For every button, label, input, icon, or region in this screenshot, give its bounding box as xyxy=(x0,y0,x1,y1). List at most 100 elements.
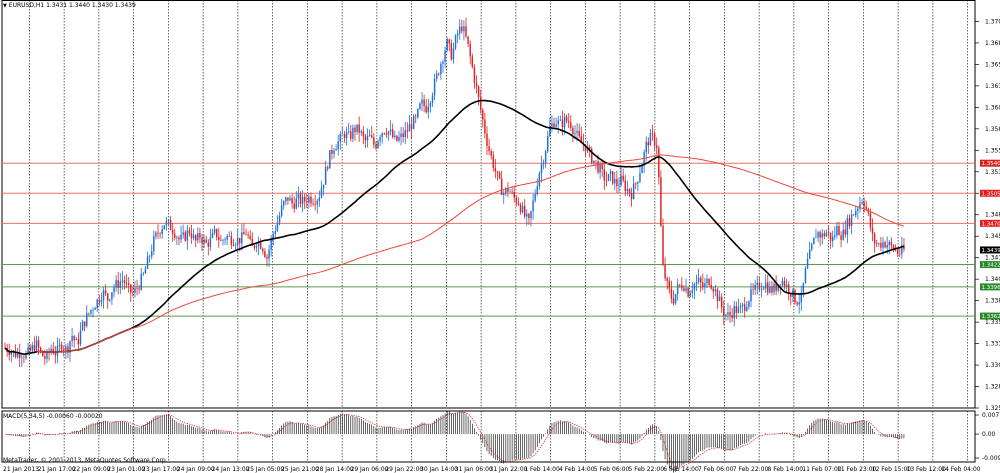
candle-body xyxy=(102,290,105,300)
candle-body xyxy=(752,289,754,290)
candle-body xyxy=(645,141,647,153)
time-axis-label: 28 Jan 14:00 xyxy=(316,466,354,473)
candle-body xyxy=(306,201,308,203)
candle-body xyxy=(192,235,195,238)
candle-body xyxy=(104,290,107,294)
candle-body xyxy=(888,242,891,246)
candle-body xyxy=(140,273,142,290)
candle-body xyxy=(220,240,222,241)
candle-body xyxy=(743,304,746,311)
candle-body xyxy=(559,119,562,121)
candle-body xyxy=(882,242,884,248)
candle-body xyxy=(614,178,616,184)
candle-body xyxy=(880,243,882,248)
candle-body xyxy=(33,345,36,351)
candle-body xyxy=(735,305,738,313)
candle-body xyxy=(245,234,247,236)
candle-body xyxy=(310,196,312,204)
candle-body xyxy=(848,218,851,226)
candle-body xyxy=(733,305,735,319)
candle-body xyxy=(635,183,637,185)
candle-body xyxy=(335,148,337,151)
candle-body xyxy=(536,186,538,195)
candle-body xyxy=(873,233,876,244)
candle-body xyxy=(90,310,92,314)
candle-body xyxy=(423,99,425,106)
candle-body xyxy=(496,171,499,173)
candle-body xyxy=(364,136,367,141)
candle-body xyxy=(56,346,59,356)
candle-body xyxy=(429,102,432,107)
candle-body xyxy=(461,26,463,32)
candle-body xyxy=(714,289,717,292)
candle-body xyxy=(616,178,618,186)
candle-body xyxy=(203,239,205,244)
candle-body xyxy=(171,229,174,234)
candle-body xyxy=(83,321,86,327)
candle-body xyxy=(748,301,750,308)
candle-body xyxy=(767,282,769,293)
price-axis-label: 1.3705 xyxy=(985,18,1000,25)
candle-body xyxy=(324,167,327,185)
candle-body xyxy=(710,284,712,289)
candle-body xyxy=(672,298,675,304)
candle-body xyxy=(27,347,29,354)
candle-body xyxy=(106,293,109,301)
candle-body xyxy=(14,350,17,358)
price-axis-label: 1.3605 xyxy=(985,104,1000,111)
candle-body xyxy=(88,313,90,314)
candle-body xyxy=(716,289,719,302)
candle-body xyxy=(563,116,566,128)
candle-body xyxy=(725,314,727,317)
candle-body xyxy=(377,141,379,148)
price-axis-label: 1.3630 xyxy=(985,83,1000,90)
candle-body xyxy=(358,124,360,133)
candle-body xyxy=(354,127,356,133)
price-tag-box xyxy=(980,283,1000,291)
candle-body xyxy=(467,36,469,44)
candle-body xyxy=(557,120,559,125)
candle-body xyxy=(865,206,867,209)
candle-body xyxy=(593,160,595,163)
candle-body xyxy=(431,95,434,103)
price-tag-label: 1.3422 xyxy=(982,263,1000,269)
candle-body xyxy=(163,225,166,230)
candle-body xyxy=(190,233,193,238)
macd-axis-label: 0.00 xyxy=(982,431,996,438)
candle-body xyxy=(71,336,73,342)
candle-body xyxy=(681,285,683,289)
candle-body xyxy=(741,304,744,307)
price-axis-label: 1.3330 xyxy=(985,341,1000,348)
candle-body xyxy=(750,289,752,302)
time-axis-label: 24 Jan 13:00 xyxy=(212,466,250,473)
candle-body xyxy=(362,131,365,137)
candle-body xyxy=(121,280,124,282)
macd-axis-label: -0.00936 xyxy=(982,455,1000,462)
candle-body xyxy=(44,356,46,359)
candle-body xyxy=(486,133,488,147)
candle-body xyxy=(624,180,627,192)
candle-body xyxy=(549,126,551,136)
candle-body xyxy=(507,188,509,192)
candle-body xyxy=(498,172,501,179)
candle-body xyxy=(903,245,905,249)
candle-body xyxy=(779,284,782,286)
candle-body xyxy=(580,136,583,143)
candle-body xyxy=(165,221,168,226)
candle-body xyxy=(125,282,128,284)
price-tag-label: 1.3439 xyxy=(982,248,1000,254)
candle-body xyxy=(492,155,494,168)
candle-body xyxy=(435,73,438,79)
candle-body xyxy=(875,243,878,244)
candle-body xyxy=(60,344,63,350)
candle-body xyxy=(318,197,321,201)
candle-body xyxy=(456,33,459,36)
candle-body xyxy=(148,256,151,258)
candle-body xyxy=(153,236,155,252)
triangle-down-icon: ▼ xyxy=(3,3,7,9)
price-axis-label: 1.3530 xyxy=(985,169,1000,176)
candle-body xyxy=(255,246,258,248)
candle-body xyxy=(98,299,101,303)
